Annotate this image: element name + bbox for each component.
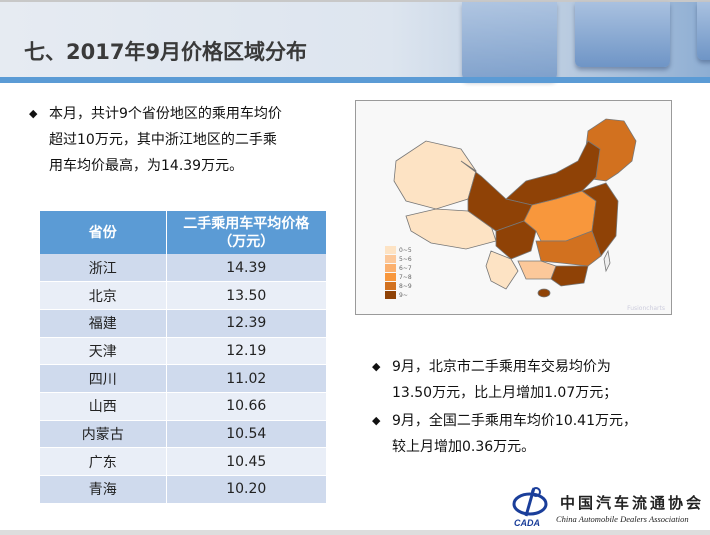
intro-paragraph: ◆ 本月，共计9个省份地区的乘用车均价 超过10万元，其中浙江地区的二手乘 用车… [29,101,282,179]
region-hainan [537,288,551,298]
province-cell: 青海 [40,475,167,504]
table-row: 北京 13.50 [40,281,327,310]
slide-header [0,0,710,80]
legend-swatch [385,273,396,281]
cada-logo: CADA 中国汽车流通协会 China Automobile Dealers A… [512,486,707,528]
legend-label: 6~7 [399,264,412,272]
legend-item: 8~9 [385,282,412,290]
decorative-cube [575,2,670,67]
table-row: 福建 12.39 [40,309,327,338]
legend-item: 9~ [385,291,412,299]
legend-swatch [385,291,396,299]
region-guangxi [517,260,557,280]
bullet-icon: ◆ [372,414,381,427]
province-cell: 福建 [40,309,167,338]
map-legend: 0~5 5~6 6~7 7~8 8~9 9~ [385,246,412,300]
price-cell: 12.39 [166,309,327,338]
note-line: 13.50万元，比上月增加1.07万元； [392,385,618,401]
price-table: 省份 二手乘用车平均价格 （万元） 浙江 14.39 北京 13.50 福建 12.39 天津… [40,211,327,504]
table-row: 四川 11.02 [40,364,327,393]
legend-item: 0~5 [385,246,412,254]
region-east-coast [581,182,619,257]
table-row: 内蒙古 10.54 [40,420,327,449]
legend-item: 5~6 [385,255,412,263]
price-cell: 11.02 [166,364,327,393]
legend-label: 5~6 [399,255,412,263]
table-row: 浙江 14.39 [40,254,327,283]
region-taiwan [603,249,611,273]
region-south-central [535,230,602,267]
intro-line: 本月，共计9个省份地区的乘用车均价 [49,106,282,122]
legend-label: 9~ [399,291,408,299]
legend-swatch [385,246,396,254]
province-cell: 北京 [40,281,167,310]
legend-label: 8~9 [399,282,412,290]
region-yunnan [485,250,519,290]
intro-line: 超过10万元，其中浙江地区的二手乘 [49,132,277,148]
note-item: ◆ 9月，全国二手乘用车均价10.41万元， 较上月增加0.36万元。 [372,408,637,460]
province-cell: 山西 [40,392,167,421]
decorative-cube [462,2,557,80]
province-cell: 浙江 [40,254,167,283]
region-xinjiang [393,140,477,210]
logo-cn: 中国汽车流通协会 [560,494,705,512]
table-row: 天津 12.19 [40,337,327,366]
notes: ◆ 9月，北京市二手乘用车交易均价为 13.50万元，比上月增加1.07万元； … [372,354,637,460]
slide-title: 七、2017年9月价格区域分布 [24,40,308,64]
note-line: 9月，全国二手乘用车均价10.41万元， [392,413,637,429]
table-row: 山西 10.66 [40,392,327,421]
map-watermark: Fusioncharts [627,305,665,312]
bullet-icon: ◆ [29,107,38,120]
header-unit: （万元） [218,233,275,250]
cada-emblem-icon: CADA [512,487,548,528]
province-cell: 天津 [40,337,167,366]
legend-swatch [385,282,396,290]
column-header-province: 省份 [40,211,167,254]
map-svg [393,118,637,298]
footer-line [0,530,710,535]
price-cell: 12.19 [166,337,327,366]
svg-text:CADA: CADA [514,518,540,528]
price-cell: 10.66 [166,392,327,421]
price-cell: 14.39 [166,254,327,283]
province-cell: 广东 [40,447,167,476]
note-line: 较上月增加0.36万元。 [392,439,536,455]
price-cell: 10.54 [166,420,327,449]
header-line: 二手乘用车平均价格 [183,215,310,232]
decorative-cube [697,2,710,60]
legend-swatch [385,264,396,272]
logo-en: China Automobile Dealers Association [556,514,689,524]
intro-line: 用车均价最高，为14.39万元。 [49,158,244,174]
price-cell: 10.20 [166,475,327,504]
price-cell: 13.50 [166,281,327,310]
bullet-icon: ◆ [372,360,381,373]
legend-label: 7~8 [399,273,412,281]
province-cell: 四川 [40,364,167,393]
note-line: 9月，北京市二手乘用车交易均价为 [392,359,611,375]
table-row: 青海 10.20 [40,475,327,504]
header-stripe [0,77,710,83]
table-row: 广东 10.45 [40,447,327,476]
china-price-map: 0~5 5~6 6~7 7~8 8~9 9~ Fusioncharts [355,100,672,315]
legend-swatch [385,255,396,263]
legend-label: 0~5 [399,246,412,254]
legend-item: 6~7 [385,264,412,272]
legend-item: 7~8 [385,273,412,281]
province-cell: 内蒙古 [40,420,167,449]
note-item: ◆ 9月，北京市二手乘用车交易均价为 13.50万元，比上月增加1.07万元； [372,354,637,406]
price-cell: 10.45 [166,447,327,476]
region-guangdong [550,265,589,287]
column-header-price: 二手乘用车平均价格 （万元） [166,211,327,254]
